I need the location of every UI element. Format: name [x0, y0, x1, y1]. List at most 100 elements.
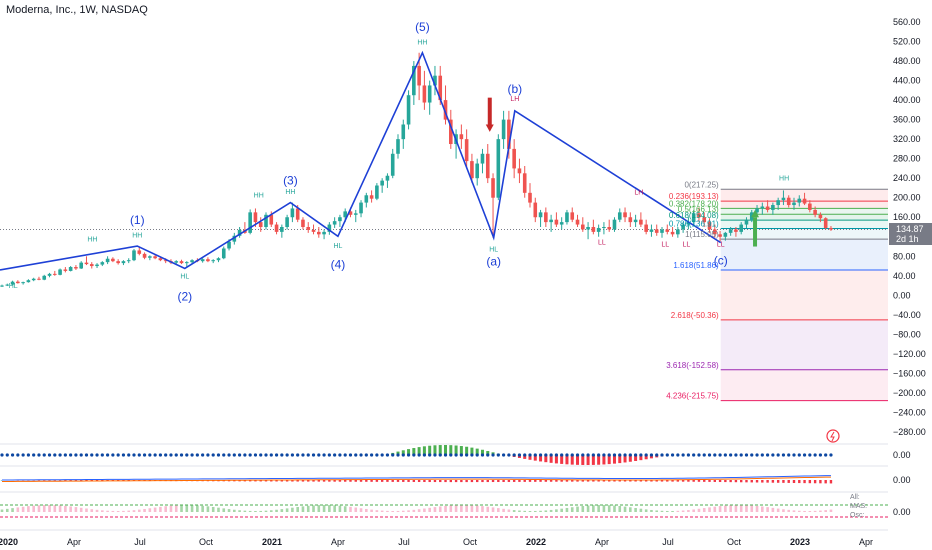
squeeze-dot [560, 453, 564, 457]
squeeze-dot [232, 453, 236, 457]
osc-bar [291, 507, 294, 512]
squeeze-dot [512, 453, 516, 457]
momentum-bar [396, 451, 400, 455]
macd-bar [317, 480, 320, 482]
macd-bar [270, 480, 273, 482]
macd-bar [291, 480, 294, 482]
squeeze-dot [723, 453, 727, 457]
osc-bar [681, 510, 685, 512]
squeeze-dot [243, 453, 247, 457]
osc-bar [254, 510, 257, 512]
squeeze-dot [69, 453, 73, 457]
osc-bar [618, 506, 622, 512]
candle-body [607, 227, 611, 230]
macd-bar [454, 480, 458, 483]
squeeze-dot [623, 453, 627, 457]
macd-bar [740, 480, 743, 483]
squeeze-dot [443, 453, 448, 457]
candle-body [42, 275, 47, 280]
squeeze-dot [787, 453, 791, 457]
osc-bar [417, 509, 421, 512]
candle-body [522, 173, 527, 193]
fib-label: 4.236(-215.75) [666, 392, 719, 401]
fib-label: 0.618(154.08) [669, 211, 719, 220]
wave-label: (5) [415, 20, 430, 34]
candle-body [258, 222, 263, 227]
squeeze-dot [84, 453, 89, 457]
squeeze-dot [354, 453, 358, 457]
osc-bar [174, 505, 178, 512]
momentum-bar [576, 455, 580, 465]
squeeze-dot [63, 453, 67, 457]
squeeze-dot [491, 453, 495, 457]
squeeze-dot [697, 453, 701, 457]
candle-body [290, 208, 295, 218]
squeeze-dot [591, 453, 595, 457]
macd-bar [676, 480, 680, 482]
osc-bar [248, 510, 252, 512]
squeeze-dot [428, 453, 432, 457]
osc-bar [285, 508, 289, 512]
macd-bar [460, 480, 463, 483]
squeeze-dot [216, 453, 221, 457]
osc-bar [407, 510, 410, 512]
candle-body [10, 281, 15, 285]
candle-body [26, 280, 31, 283]
macd-bar [275, 480, 278, 482]
candle-body [0, 285, 4, 287]
squeeze-dot [486, 453, 490, 457]
wave-label: (3) [283, 174, 298, 188]
osc-bar [164, 506, 167, 512]
candle-body [253, 212, 258, 223]
macd-bar [813, 480, 817, 484]
candle-body [660, 229, 664, 233]
macd-bar [750, 480, 753, 483]
macd-bar [370, 480, 373, 482]
osc-bar [502, 508, 505, 512]
swing-label: LH [510, 96, 519, 103]
osc-bar [718, 506, 722, 512]
squeeze-dot [586, 453, 590, 457]
osc-bar [338, 505, 342, 512]
osc-bar [0, 509, 4, 512]
squeeze-dot [544, 453, 548, 457]
signal-arrows [485, 97, 760, 247]
osc-bar [602, 505, 606, 512]
squeeze-dot [174, 453, 178, 457]
squeeze-dot [137, 453, 141, 457]
candle-body [68, 267, 73, 271]
candle-body [591, 227, 596, 232]
squeeze-dot [53, 453, 57, 457]
macd-bar [560, 480, 563, 482]
price-tick-label: 40.00 [893, 271, 916, 281]
alert-icon[interactable] [826, 429, 840, 443]
candle-body [412, 65, 416, 96]
macd-bar [755, 480, 759, 483]
candle-body [443, 100, 448, 120]
macd-bar [386, 480, 389, 482]
candle-body [617, 212, 622, 220]
time-axis[interactable]: 2020 Apr Jul Oct 2021 Apr Jul Oct 2022 Apr Jul Oct 2… [0, 537, 873, 547]
squeeze-dot [185, 453, 189, 457]
macd-bar [491, 480, 495, 483]
macd-bar [776, 480, 780, 483]
squeeze-dot [296, 453, 300, 457]
squeeze-dot [686, 453, 691, 457]
price-tick-label: 400.00 [893, 95, 921, 105]
candle-body [676, 229, 680, 235]
macd-bar [449, 480, 452, 483]
osc-bar [312, 505, 315, 512]
fib-zone [720, 214, 888, 221]
candle-body [449, 119, 453, 145]
osc-bar [518, 510, 521, 512]
momentum-bar [401, 450, 405, 455]
momentum-bar [486, 450, 490, 455]
squeeze-dot [412, 453, 416, 457]
macd-bar [502, 480, 505, 482]
candle-body [808, 203, 812, 210]
fib-label: 0.382(178.20) [669, 199, 719, 208]
macd-bar [344, 480, 347, 482]
osc-bar [206, 506, 210, 512]
candle-body [47, 273, 52, 276]
